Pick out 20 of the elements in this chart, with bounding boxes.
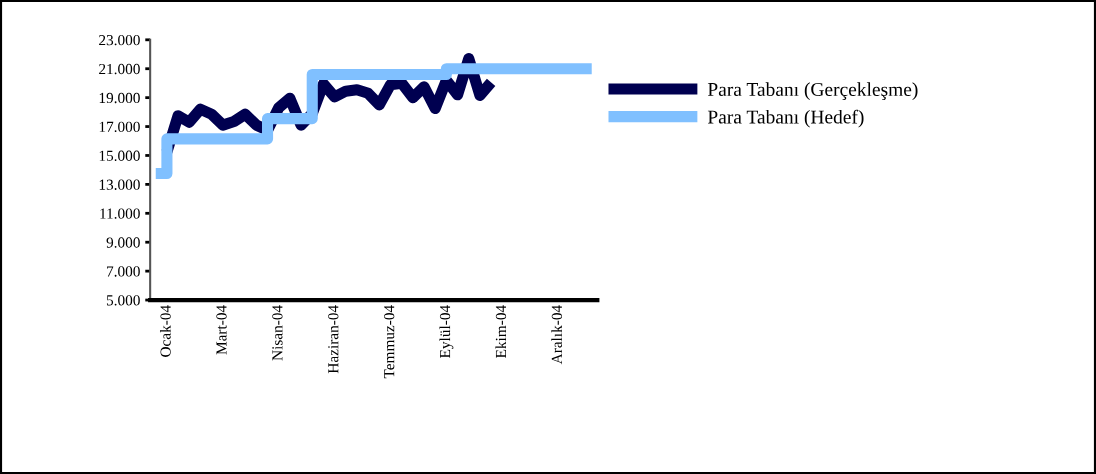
x-tick-label: Ocak-04 [159, 305, 171, 357]
x-tick-label: Mart-04 [216, 305, 227, 355]
y-tick-label: 9.000 [106, 237, 140, 248]
y-tick-label: 19.000 [99, 92, 140, 104]
y-tick-label: 7.000 [107, 266, 140, 277]
legend-label: Para Tabanı (Hedef) [707, 109, 864, 128]
x-tick-label: Temmuz-04 [384, 305, 395, 379]
y-tick-label: 23.000 [99, 34, 140, 46]
x-tick-label: Eylül-04 [439, 305, 454, 358]
x-tick-label: Ekim-04 [495, 305, 507, 358]
x-tick-label: Nisan-04 [272, 305, 283, 361]
x-tick-label: Aralık-04 [551, 305, 563, 365]
x-tick-label: Haziran-04 [328, 305, 339, 374]
y-tick-label: 15.000 [99, 150, 140, 161]
y-tick-label: 17.000 [99, 121, 140, 133]
y-tick-label: 11.000 [100, 208, 140, 219]
y-tick-label: 5.000 [106, 295, 140, 306]
y-tick-label: 13.000 [99, 179, 140, 190]
legend-label: Para Tabanı (Gerçekleşme) [707, 82, 918, 100]
y-tick-label: 21.000 [99, 63, 140, 75]
